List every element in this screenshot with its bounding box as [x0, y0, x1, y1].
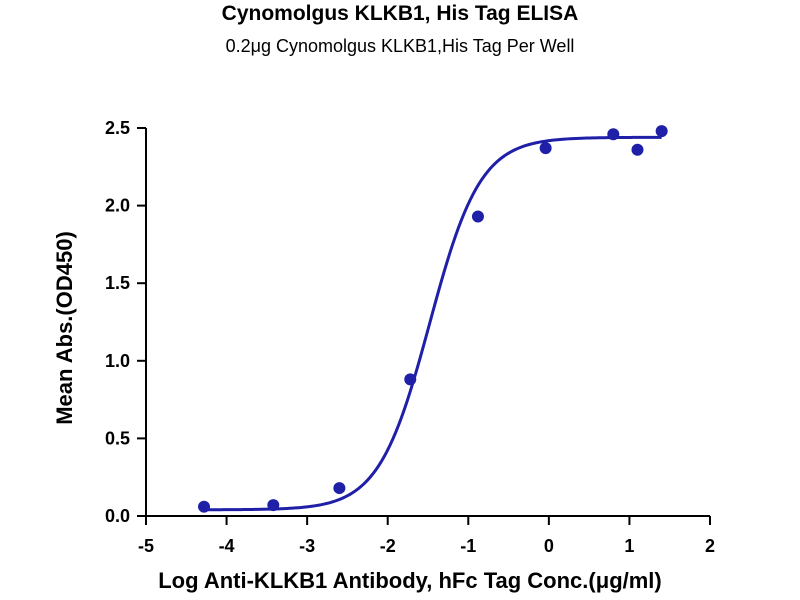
data-point	[333, 482, 346, 495]
x-tick-label: -1	[460, 536, 476, 556]
data-point	[539, 142, 552, 155]
data-point	[267, 499, 280, 512]
fit-curve	[204, 135, 662, 512]
y-tick-label: 2.0	[105, 196, 130, 216]
x-tick-label: -5	[138, 536, 154, 556]
data-point	[607, 128, 620, 141]
axes: -5 -4 -3 -2 -1 0 1 2 0.0 0.5 1.0 1.5 2.0 2.5	[105, 118, 715, 556]
chart-title: Cynomolgus KLKB1, His Tag ELISA	[221, 2, 579, 25]
data-point	[471, 210, 484, 223]
chart-subtitle: 0.2μg Cynomolgus KLKB1,His Tag Per Well	[225, 36, 575, 56]
y-tick-label: 1.5	[105, 273, 130, 293]
x-tick-label: -4	[219, 536, 235, 556]
x-tick-label: 1	[624, 536, 634, 556]
x-tick-label: 0	[544, 536, 554, 556]
y-tick-label: 2.5	[105, 118, 130, 138]
y-tick-label: 0.5	[105, 428, 130, 448]
y-tick-label: 1.0	[105, 351, 130, 371]
data-point	[198, 500, 211, 513]
data-point	[404, 373, 417, 386]
x-tick-label: 2	[705, 536, 715, 556]
y-tick-label: 0.0	[105, 506, 130, 526]
x-axis-title: Log Anti-KLKB1 Antibody, hFc Tag Conc.(μ…	[158, 568, 662, 593]
x-tick-label: -3	[299, 536, 315, 556]
y-axis-title: Mean Abs.(OD450)	[52, 231, 77, 425]
data-points	[198, 125, 668, 513]
x-tick-label: -2	[380, 536, 396, 556]
data-point	[631, 143, 644, 156]
data-point	[655, 125, 668, 138]
